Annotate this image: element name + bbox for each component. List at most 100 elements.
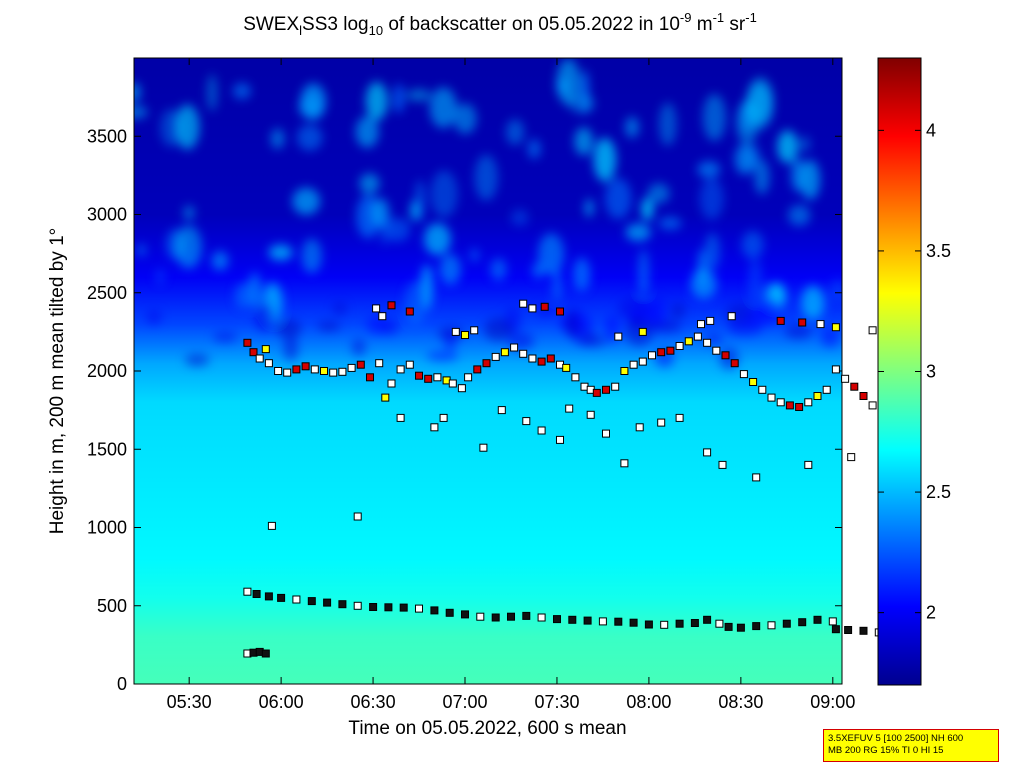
colorbar-tick-label: 4 [926, 120, 936, 140]
data-point [675, 413, 684, 422]
bright-patch [355, 116, 379, 148]
data-point [556, 435, 564, 444]
data-point [482, 359, 491, 368]
data-point [602, 385, 610, 394]
bright-patch [574, 127, 594, 156]
bright-patch [406, 89, 431, 102]
data-point [697, 320, 705, 329]
data-point [292, 595, 301, 604]
bright-patch [801, 285, 825, 320]
x-tick-label: 06:30 [351, 692, 396, 712]
bright-patch [378, 210, 391, 245]
bright-patch [134, 105, 148, 119]
data-point [703, 615, 712, 624]
data-point [648, 351, 656, 360]
backscatter-patches [134, 58, 842, 370]
data-point [620, 367, 629, 375]
data-point [396, 365, 405, 374]
data-point [785, 401, 794, 410]
data-point [430, 606, 439, 615]
data-point [301, 362, 310, 371]
data-point [776, 398, 785, 407]
bright-patch [136, 244, 147, 257]
data-point [264, 592, 273, 601]
data-point [813, 615, 822, 624]
data-point [556, 307, 564, 316]
data-point [479, 443, 488, 452]
bright-patch [292, 187, 321, 215]
bright-patch [206, 74, 218, 112]
bright-patch [424, 223, 451, 256]
data-point [510, 343, 519, 352]
data-point [347, 363, 356, 372]
bright-patch [175, 225, 202, 269]
data-point [635, 423, 644, 432]
y-tick-label: 1500 [87, 439, 127, 459]
data-point [528, 304, 537, 313]
data-point [307, 597, 316, 606]
dark-patch [254, 302, 275, 333]
data-point [424, 374, 433, 383]
bright-patch [429, 87, 457, 129]
data-point [565, 404, 574, 413]
data-point [375, 359, 384, 368]
data-point [457, 384, 466, 393]
x-tick-label: 05:30 [167, 692, 212, 712]
data-point [684, 337, 693, 346]
data-point [736, 623, 745, 632]
data-point [528, 354, 537, 363]
data-point [657, 418, 666, 427]
x-tick-label: 07:00 [442, 692, 487, 712]
data-point [500, 348, 509, 357]
bright-patch [470, 248, 479, 262]
data-point [261, 649, 270, 658]
data-point [782, 619, 791, 628]
data-point [727, 312, 736, 321]
bright-patch [527, 138, 541, 159]
data-point [277, 593, 286, 602]
bright-patch [638, 249, 649, 296]
data-point [706, 316, 715, 325]
data-point [292, 365, 301, 374]
data-point [629, 360, 638, 369]
data-point [372, 304, 381, 313]
data-point [568, 615, 577, 624]
bright-patch [211, 251, 229, 271]
bright-patch [754, 160, 770, 195]
colorbar-tick-label: 3 [926, 362, 936, 382]
bright-patch [658, 102, 677, 146]
data-point [571, 373, 580, 382]
dark-patch [380, 319, 399, 335]
bright-patch [505, 119, 525, 145]
data-point [243, 587, 252, 596]
dark-patch [437, 327, 465, 339]
bright-patch [584, 198, 594, 218]
data-point [405, 360, 414, 369]
data-point [804, 398, 813, 407]
data-point [476, 612, 485, 621]
data-point [611, 382, 620, 391]
chart-title: SWEXlSS3 log10 of backscatter on 05.05.2… [243, 10, 757, 38]
data-point [519, 299, 528, 308]
data-point [804, 460, 813, 469]
dark-patch [333, 302, 347, 315]
dark-patch [820, 326, 840, 348]
data-point [749, 378, 758, 386]
x-tick-label: 09:00 [810, 692, 855, 712]
data-point [329, 368, 338, 377]
bright-patch [175, 104, 200, 150]
dark-patch [146, 309, 162, 325]
data-point [399, 603, 408, 612]
bright-patch [268, 244, 293, 261]
data-point [868, 326, 877, 335]
data-point [831, 365, 840, 374]
bright-patch [134, 82, 141, 103]
data-point [675, 619, 684, 628]
data-point [491, 613, 500, 622]
data-point [491, 352, 500, 361]
data-point [822, 385, 831, 394]
bright-patch [365, 81, 388, 121]
data-point [470, 326, 479, 335]
data-point [712, 346, 721, 355]
info-line-1: 3.5XEFUV 5 [100 2500] NH 600 [828, 733, 964, 744]
